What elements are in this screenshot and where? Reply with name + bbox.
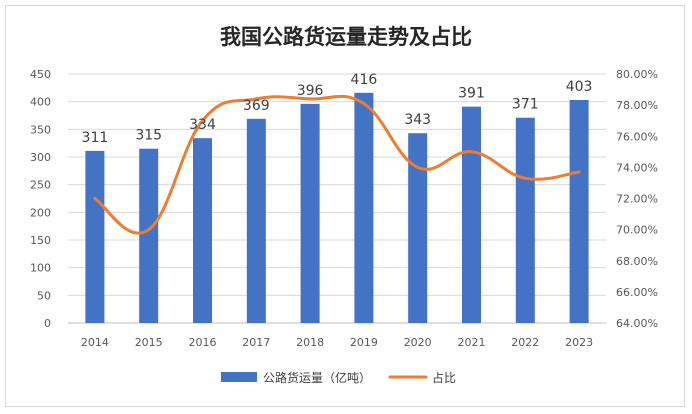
y-right-tick-label: 76.00% xyxy=(616,130,658,143)
y-right-tick-label: 74.00% xyxy=(616,161,658,174)
bar-value-label: 416 xyxy=(351,72,378,88)
y-left-tick-label: 100 xyxy=(30,262,51,275)
x-tick-label: 2021 xyxy=(458,336,486,349)
bar-value-label: 334 xyxy=(189,117,216,133)
x-tick-label: 2014 xyxy=(81,336,109,349)
share-line xyxy=(93,94,581,235)
left-axis: 0 50 100 150 200 250 300 350 400 450 xyxy=(30,68,51,330)
y-left-tick-label: 300 xyxy=(30,151,51,164)
chart-title: 我国公路货运量走势及占比 xyxy=(220,24,472,49)
x-tick-label: 2023 xyxy=(565,336,593,349)
bar-value-label: 391 xyxy=(458,86,485,102)
bar-2016 xyxy=(193,138,212,323)
legend-label-bar: 公路货运量（亿吨） xyxy=(263,370,371,385)
bar-value-label: 315 xyxy=(135,128,162,144)
bar-value-label: 396 xyxy=(297,83,324,99)
bar-2015 xyxy=(139,148,159,323)
bar-2020 xyxy=(408,133,428,323)
share-point-2014 xyxy=(93,197,97,200)
y-right-tick-label: 72.00% xyxy=(616,193,658,206)
y-right-tick-label: 64.00% xyxy=(616,317,658,330)
legend: 公路货运量（亿吨） 占比 xyxy=(221,370,456,385)
y-left-tick-label: 250 xyxy=(30,179,51,192)
bar-series xyxy=(85,92,589,324)
x-tick-label: 2020 xyxy=(404,336,432,349)
x-tick-label: 2018 xyxy=(296,336,324,349)
x-tick-label: 2017 xyxy=(242,336,270,349)
y-left-tick-label: 50 xyxy=(37,289,51,302)
bar-value-label: 371 xyxy=(512,97,539,113)
bar-2018 xyxy=(300,103,320,323)
x-tick-label: 2015 xyxy=(135,336,163,349)
data-labels: 311 315 334 369 396 416 343 391 371 403 xyxy=(82,72,593,146)
line-series xyxy=(93,94,581,235)
bar-value-label: 403 xyxy=(566,79,593,95)
bar-value-label: 311 xyxy=(82,130,109,146)
share-point-2019 xyxy=(362,102,366,106)
chart-svg: 我国公路货运量走势及占比 0 50 100 150 200 250 300 350 400 450… xyxy=(30,24,658,385)
y-left-tick-label: 400 xyxy=(30,96,51,109)
share-point-2018 xyxy=(308,97,312,101)
y-right-tick-label: 70.00% xyxy=(616,224,658,237)
bar-2021 xyxy=(462,106,481,323)
bar-2014 xyxy=(85,150,105,323)
x-tick-label: 2019 xyxy=(350,336,378,349)
share-point-2022 xyxy=(523,176,527,180)
y-right-tick-label: 78.00% xyxy=(616,99,658,112)
x-tick-label: 2016 xyxy=(189,336,217,349)
chart-frame: 我国公路货运量走势及占比 0 50 100 150 200 250 300 350 400 450… xyxy=(5,5,685,407)
legend-swatch-bar xyxy=(221,372,257,382)
bar-2023 xyxy=(569,100,589,323)
y-left-tick-label: 450 xyxy=(30,68,51,81)
x-axis: 2014 2015 2016 2017 2018 2019 2020 2021 2022 2023 xyxy=(81,336,593,349)
y-left-tick-label: 150 xyxy=(30,234,51,247)
y-left-tick-label: 200 xyxy=(30,206,51,219)
x-tick-label: 2022 xyxy=(511,336,539,349)
bar-2017 xyxy=(246,118,266,323)
legend-label-line: 占比 xyxy=(432,370,456,385)
share-point-2023 xyxy=(577,170,581,174)
y-left-tick-label: 0 xyxy=(44,317,51,330)
share-point-2021 xyxy=(470,150,473,154)
bar-value-label: 343 xyxy=(404,112,431,128)
y-right-tick-label: 68.00% xyxy=(616,255,658,268)
share-point-2017 xyxy=(254,97,258,101)
share-point-2020 xyxy=(416,165,420,169)
bar-2022 xyxy=(515,117,535,323)
bar-2019 xyxy=(354,92,374,324)
share-point-2016 xyxy=(201,119,204,123)
share-point-2015 xyxy=(147,228,151,232)
bar-value-label: 369 xyxy=(243,98,270,114)
right-axis: 64.00% 66.00% 68.00% 70.00% 72.00% 74.00% 76.0… xyxy=(616,68,658,330)
y-right-tick-label: 80.00% xyxy=(616,68,658,81)
y-left-tick-label: 350 xyxy=(30,123,51,136)
y-right-tick-label: 66.00% xyxy=(616,286,658,299)
